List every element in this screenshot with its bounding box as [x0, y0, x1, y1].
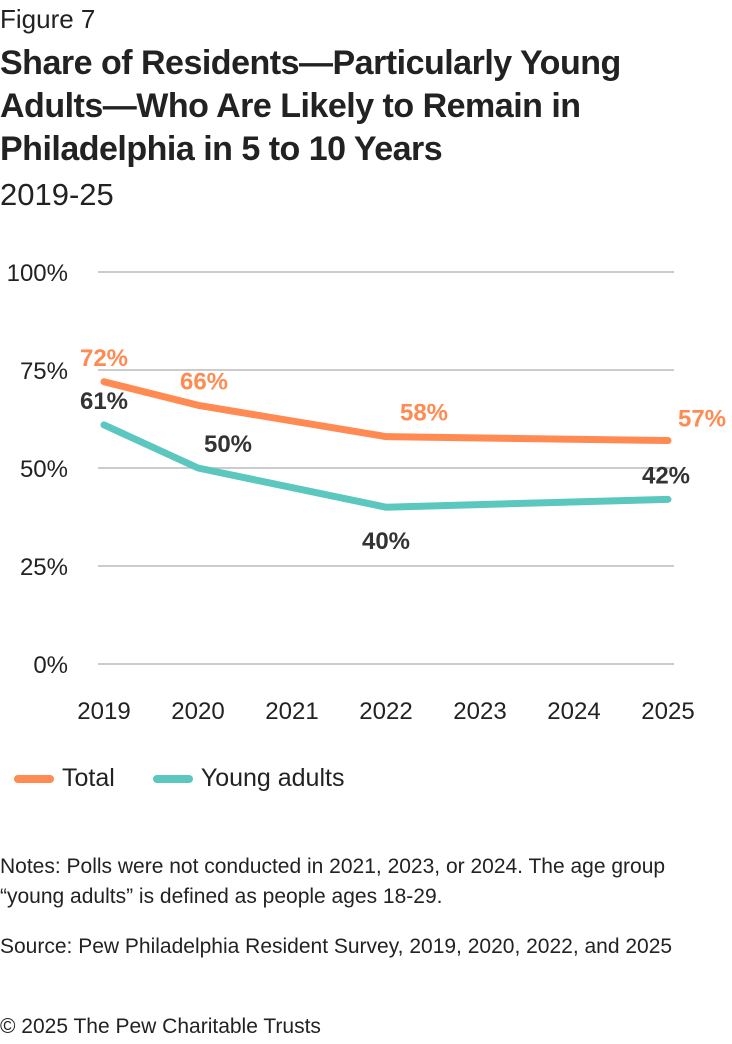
chart-notes: Notes: Polls were not conducted in 2021,… [0, 855, 666, 908]
line-chart: 0% 25% 50% 75% 100% 2019 2020 2021 2022 2023 2024 2… [7, 260, 726, 725]
chart-subtitle: 2019-25 [0, 177, 114, 212]
x-tick-label: 2021 [265, 698, 318, 725]
series-line-young-adults [100, 421, 672, 511]
x-tick-label: 2024 [547, 698, 600, 725]
data-label-total: 58% [400, 400, 448, 427]
data-label-young-adults: 42% [642, 462, 690, 489]
chart-title: Share of Residents—Particularly Young Ad… [0, 44, 621, 168]
series-line-total [100, 378, 672, 445]
legend: Total Young adults [14, 764, 382, 793]
y-tick-label: 75% [20, 358, 68, 385]
data-label-total: 72% [80, 345, 128, 372]
chart-source: Source: Pew Philadelphia Resident Survey… [0, 935, 673, 958]
y-tick-label: 0% [33, 652, 68, 679]
y-tick-label: 100% [7, 260, 68, 287]
x-tick-label: 2019 [77, 698, 130, 725]
legend-label-young-adults: Young adults [200, 764, 345, 792]
legend-item-young-adults: Young adults [152, 764, 345, 793]
x-tick-label: 2025 [641, 698, 694, 725]
copyright: © 2025 The Pew Charitable Trusts [0, 1015, 321, 1038]
figure-label: Figure 7 [0, 4, 96, 34]
x-tick-label: 2022 [359, 698, 412, 725]
data-label-young-adults: 40% [362, 528, 410, 555]
legend-swatch-total [14, 774, 54, 783]
legend-item-total: Total [14, 764, 115, 793]
y-tick-label: 25% [20, 554, 68, 581]
x-tick-label: 2023 [453, 698, 506, 725]
legend-label-total: Total [62, 764, 115, 792]
data-label-total: 66% [180, 368, 228, 395]
y-tick-label: 50% [20, 456, 68, 483]
data-label-total: 57% [678, 406, 726, 433]
x-tick-label: 2020 [171, 698, 224, 725]
data-label-young-adults: 61% [80, 388, 128, 415]
data-label-young-adults: 50% [204, 431, 252, 458]
legend-swatch-young-adults [152, 774, 193, 783]
